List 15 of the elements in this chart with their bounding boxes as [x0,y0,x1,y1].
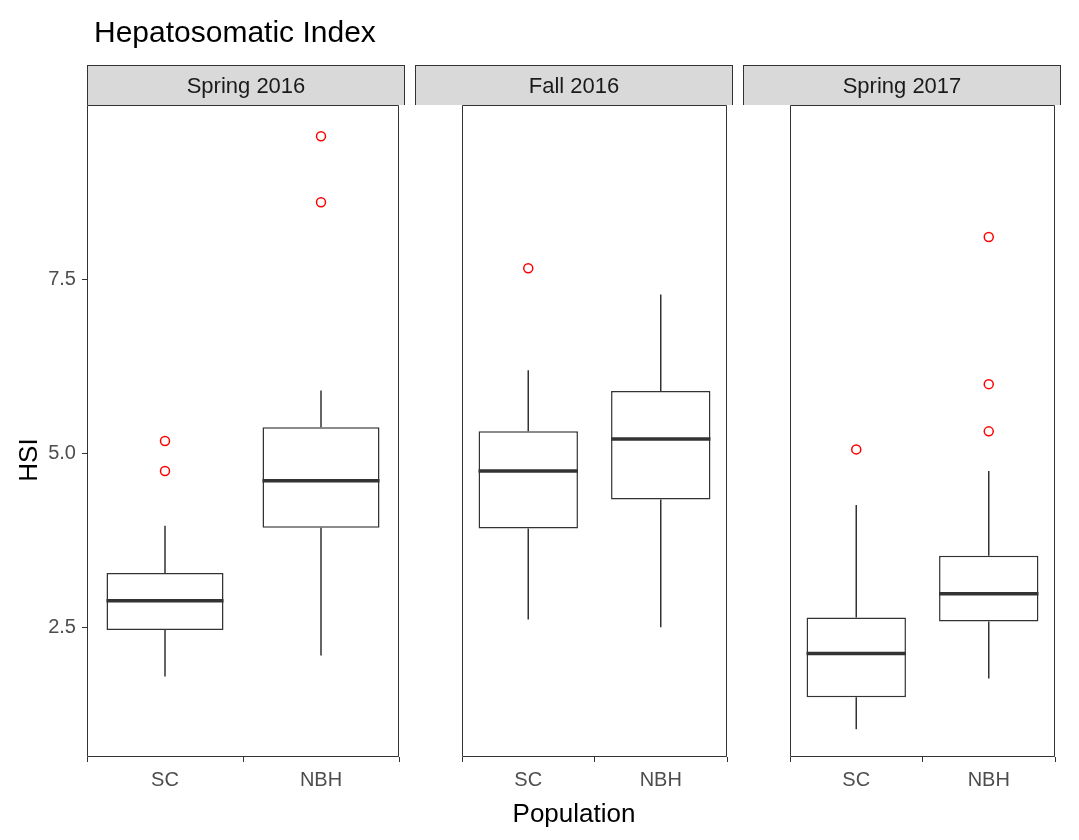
y-tick-label: 5.0 [48,441,76,464]
x-tick-label: SC [842,767,871,790]
chart-title: Spring 2017 [743,65,1061,105]
chart-title: Fall 2016 [415,65,733,105]
chart-title: Spring 2016 [87,65,405,105]
y-axis-title: HSI [12,438,44,482]
x-tick-label: NBH [967,767,1010,790]
x-axis-title: Population [511,798,637,829]
x-tick-label: NBH [639,767,682,790]
x-tick-label: SC [514,767,543,790]
x-tick-label: SC [151,767,179,790]
y-tick-label: 2.5 [48,614,76,637]
y-tick-label: 7.5 [48,267,76,290]
text: Hepatosomatic Index [94,15,376,48]
x-tick-label: NBH [299,767,343,790]
